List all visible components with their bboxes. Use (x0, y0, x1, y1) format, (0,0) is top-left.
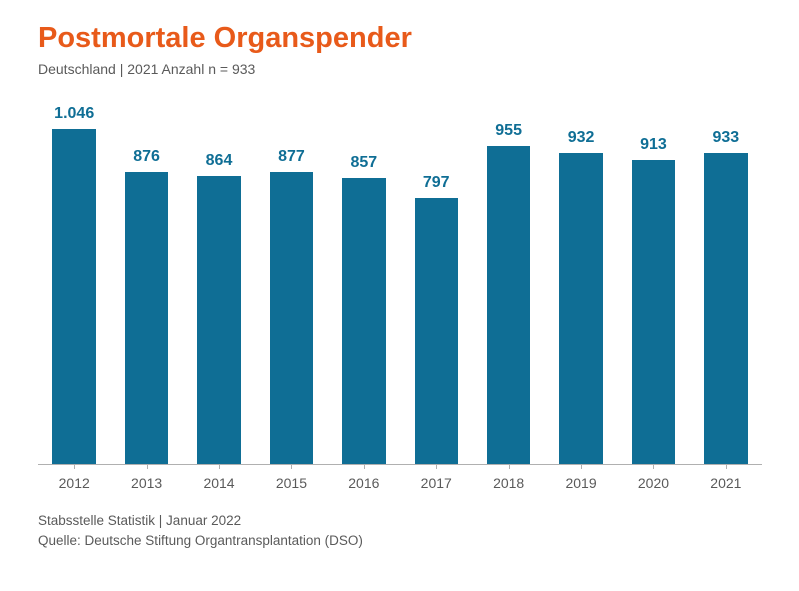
x-axis-label: 2017 (400, 467, 472, 495)
bar-rect (270, 172, 313, 464)
chart-title: Postmortale Organspender (38, 22, 761, 55)
bar-value-label: 876 (133, 148, 160, 166)
bar-slot: 797 (400, 105, 472, 464)
bar-slot: 876 (110, 105, 182, 464)
x-axis-label: 2020 (617, 467, 689, 495)
x-axis-label: 2019 (545, 467, 617, 495)
x-axis-label: 2021 (690, 467, 762, 495)
bar-value-label: 933 (713, 129, 740, 147)
x-axis-label: 2016 (328, 467, 400, 495)
bar-rect (342, 178, 385, 464)
bar-slot: 955 (472, 105, 544, 464)
bar-value-label: 864 (206, 152, 233, 170)
bar-value-label: 797 (423, 174, 450, 192)
bar-value-label: 913 (640, 136, 667, 154)
bar-rect (125, 172, 168, 464)
footer-line-1: Stabsstelle Statistik | Januar 2022 (38, 511, 761, 531)
x-axis-label: 2018 (472, 467, 544, 495)
bar-rect (415, 198, 458, 464)
bars-container: 1.046 876 864 877 857 797 955 932 913 933 (38, 105, 762, 465)
x-axis-labels: 2012201320142015201620172018201920202021 (38, 467, 762, 495)
x-axis-label: 2013 (110, 467, 182, 495)
chart-subtitle: Deutschland | 2021 Anzahl n = 933 (38, 61, 761, 77)
x-axis-label: 2012 (38, 467, 110, 495)
bar-slot: 933 (690, 105, 762, 464)
bar-slot: 857 (328, 105, 400, 464)
bar-slot: 877 (255, 105, 327, 464)
bar-slot: 932 (545, 105, 617, 464)
footer-line-2: Quelle: Deutsche Stiftung Organtransplan… (38, 531, 761, 551)
bar-rect (704, 153, 747, 464)
bar-slot: 913 (617, 105, 689, 464)
bar-value-label: 932 (568, 129, 595, 147)
x-axis-label: 2014 (183, 467, 255, 495)
bar-chart: 1.046876864877857797955932913933 2012201… (38, 95, 762, 495)
bar-value-label: 1.046 (54, 105, 94, 123)
bar-rect (487, 146, 530, 464)
bar-slot: 864 (183, 105, 255, 464)
bar-rect (52, 129, 95, 464)
chart-footer: Stabsstelle Statistik | Januar 2022 Quel… (38, 511, 761, 552)
bar-rect (197, 176, 240, 464)
bar-rect (559, 153, 602, 464)
bar-slot: 1.046 (38, 105, 110, 464)
bar-rect (632, 160, 675, 464)
bar-value-label: 877 (278, 148, 305, 166)
bar-value-label: 955 (495, 122, 522, 140)
x-axis-label: 2015 (255, 467, 327, 495)
bar-value-label: 857 (350, 154, 377, 172)
